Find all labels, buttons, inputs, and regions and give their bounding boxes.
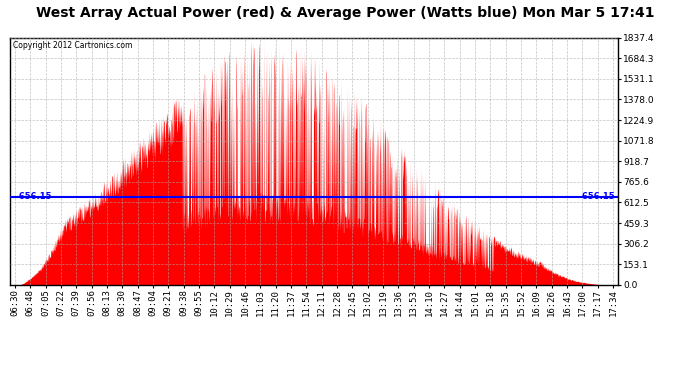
- Text: Copyright 2012 Cartronics.com: Copyright 2012 Cartronics.com: [13, 41, 132, 50]
- Text: 656.15: 656.15: [17, 192, 52, 201]
- Text: 656.15: 656.15: [582, 192, 618, 201]
- Text: West Array Actual Power (red) & Average Power (Watts blue) Mon Mar 5 17:41: West Array Actual Power (red) & Average …: [36, 6, 654, 20]
